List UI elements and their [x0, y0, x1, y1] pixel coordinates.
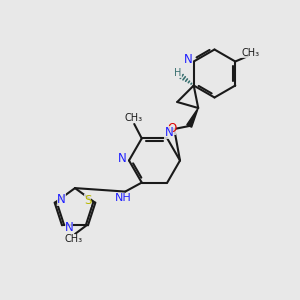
Text: CH₃: CH₃	[124, 113, 143, 123]
Text: N: N	[164, 126, 173, 139]
Text: NH: NH	[116, 193, 132, 203]
Polygon shape	[187, 108, 198, 127]
Text: O: O	[167, 122, 176, 135]
Text: N: N	[64, 221, 74, 234]
Text: CH₃: CH₃	[64, 234, 82, 244]
Text: H: H	[174, 68, 182, 78]
Text: N: N	[118, 152, 127, 166]
Text: CH₃: CH₃	[241, 47, 259, 58]
Text: N: N	[57, 193, 66, 206]
Text: N: N	[184, 52, 193, 66]
Text: S: S	[84, 194, 92, 207]
